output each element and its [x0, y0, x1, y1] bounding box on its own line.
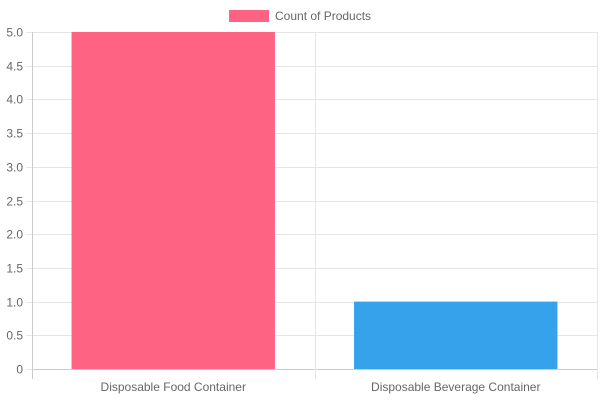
legend-swatch	[229, 10, 269, 22]
y-tick-label: 4.5	[6, 60, 23, 74]
legend-label: Count of Products	[275, 9, 371, 23]
y-tick-label: 0.5	[6, 329, 23, 343]
y-tick-label: 3.0	[6, 161, 23, 175]
x-tick-label: Disposable Food Container	[101, 380, 246, 394]
y-tick-label: 1.5	[6, 262, 23, 276]
x-tick-label: Disposable Beverage Container	[371, 380, 540, 394]
axis-layer: 0 0.5 1.0 1.5 2.0 2.5 3.0 3.5 4.0 4.5 5.0 Disposabl…	[6, 26, 540, 395]
y-tick-label: 3.5	[6, 127, 23, 141]
y-tick-label: 5.0	[6, 26, 23, 40]
bars-layer	[71, 32, 558, 369]
y-tick-label: 4.0	[6, 93, 23, 107]
y-tick-label: 2.0	[6, 228, 23, 242]
y-tick-label: 0	[16, 363, 23, 377]
bar[interactable]	[354, 301, 558, 369]
y-tick-label: 2.5	[6, 195, 23, 209]
bar[interactable]	[71, 32, 275, 369]
legend[interactable]: Count of Products	[229, 9, 371, 23]
y-tick-label: 1.0	[6, 296, 23, 310]
